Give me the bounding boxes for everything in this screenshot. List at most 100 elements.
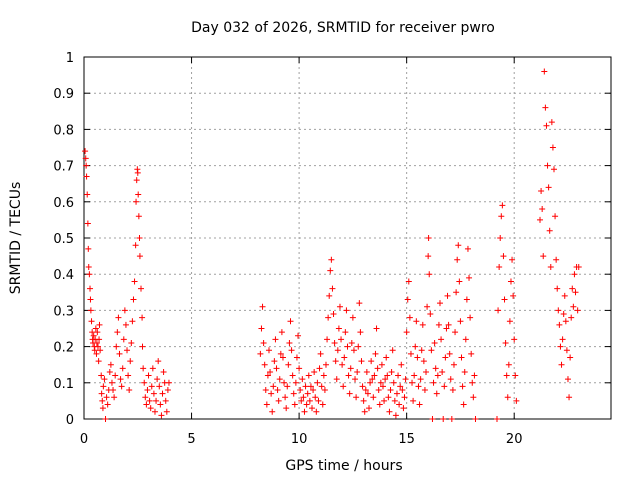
data-point: [563, 347, 570, 354]
data-point: [336, 303, 343, 310]
data-point: [546, 227, 553, 234]
data-point: [511, 336, 518, 343]
data-point: [284, 383, 291, 390]
data-point: [154, 376, 161, 383]
data-point: [386, 408, 393, 415]
data-point: [441, 383, 448, 390]
data-point: [462, 336, 469, 343]
data-point: [393, 390, 400, 397]
data-point: [297, 387, 304, 394]
data-point: [562, 318, 569, 325]
data-point: [442, 354, 449, 361]
data-point: [144, 387, 151, 394]
data-point: [372, 350, 379, 357]
data-point: [325, 314, 332, 321]
data-point: [289, 372, 296, 379]
data-point: [114, 329, 121, 336]
data-point: [554, 285, 561, 292]
data-point: [512, 372, 519, 379]
data-point: [87, 285, 94, 292]
data-point: [348, 339, 355, 346]
data-point: [435, 321, 442, 328]
data-point: [506, 318, 513, 325]
data-point: [350, 347, 357, 354]
data-point: [88, 318, 95, 325]
y-tick-label: 0.6: [53, 196, 74, 211]
data-point: [164, 387, 171, 394]
data-point: [569, 285, 576, 292]
data-point: [309, 405, 316, 412]
data-point: [131, 278, 138, 285]
data-point: [358, 358, 365, 365]
data-point: [312, 394, 319, 401]
data-point: [443, 325, 450, 332]
data-point: [391, 397, 398, 404]
data-point: [274, 387, 281, 394]
data-point: [472, 416, 479, 422]
data-point: [361, 408, 368, 415]
data-point: [101, 376, 108, 383]
data-point: [558, 361, 565, 368]
data-point: [384, 372, 391, 379]
data-point: [504, 394, 511, 401]
x-tick-label: 10: [291, 432, 308, 447]
data-point: [269, 408, 276, 415]
data-point: [353, 394, 360, 401]
data-point: [553, 256, 560, 263]
x-axis-label: GPS time / hours: [285, 458, 402, 474]
data-point: [344, 343, 351, 350]
data-point: [568, 314, 575, 321]
data-point: [143, 401, 150, 408]
data-point: [113, 343, 120, 350]
data-point: [398, 361, 405, 368]
data-point: [360, 397, 367, 404]
chart-title: Day 032 of 2026, SRMTID for receiver pwr…: [191, 20, 495, 36]
data-point: [341, 354, 348, 361]
data-point: [495, 307, 502, 314]
data-point: [150, 390, 157, 397]
data-point: [95, 358, 102, 365]
data-point: [326, 292, 333, 299]
data-point: [153, 397, 160, 404]
data-point: [135, 191, 142, 198]
data-point: [417, 376, 424, 383]
data-point: [151, 408, 158, 415]
data-point: [400, 405, 407, 412]
data-point: [94, 343, 101, 350]
y-tick-label: 0.5: [53, 232, 74, 247]
data-point: [268, 390, 275, 397]
data-point: [452, 329, 459, 336]
grid-lines: [84, 57, 611, 419]
data-point: [499, 202, 506, 209]
data-point: [272, 336, 279, 343]
data-point: [295, 332, 302, 339]
data-point: [141, 379, 148, 386]
data-point: [117, 376, 124, 383]
data-point: [285, 361, 292, 368]
axis-ticks: 00.10.20.30.40.50.60.70.80.910 5 10 15 20: [53, 51, 611, 447]
data-point: [319, 401, 326, 408]
data-point: [315, 397, 322, 404]
data-point: [265, 347, 272, 354]
y-tick-label: 1: [66, 51, 74, 66]
data-point: [501, 296, 508, 303]
data-point: [155, 358, 162, 365]
data-point: [96, 321, 103, 328]
data-point: [324, 336, 331, 343]
data-point: [84, 191, 91, 198]
data-point: [313, 408, 320, 415]
data-point: [273, 365, 280, 372]
data-point: [125, 372, 132, 379]
data-point: [83, 162, 90, 169]
data-point: [454, 256, 461, 263]
data-point: [415, 383, 422, 390]
data-point: [507, 278, 514, 285]
data-point: [381, 397, 388, 404]
data-point: [84, 220, 91, 227]
data-point: [453, 289, 460, 296]
data-point: [450, 361, 457, 368]
data-point: [264, 372, 271, 379]
data-point: [444, 292, 451, 299]
y-tick-label: 0.9: [53, 87, 74, 102]
